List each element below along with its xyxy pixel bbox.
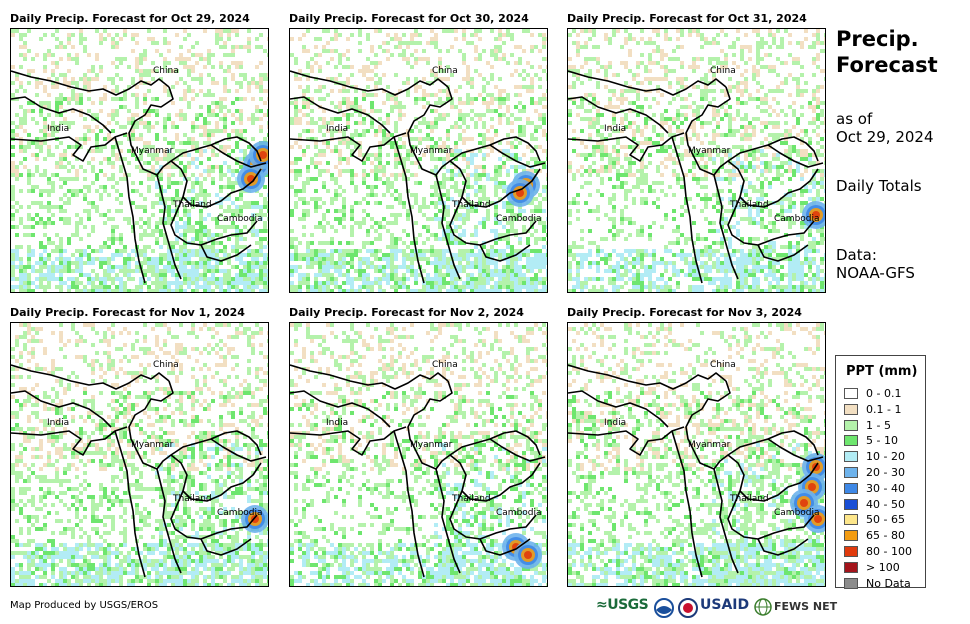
country-label-cambodia: Cambodia <box>496 214 542 224</box>
country-label-thailand: Thailand <box>451 200 491 210</box>
fews-globe <box>754 598 772 620</box>
noaa-logo <box>654 598 674 622</box>
legend-swatch <box>844 467 858 478</box>
legend-swatch <box>844 577 858 589</box>
legend-title: PPT (mm) <box>846 364 918 379</box>
country-label-myanmar: Myanmar <box>688 146 731 156</box>
legend-swatch <box>844 546 858 557</box>
legend-swatch <box>844 498 858 510</box>
precip-raster: China India Myanmar Thailand Cambodia <box>568 323 825 586</box>
legend-label: 0.1 - 1 <box>866 402 902 416</box>
legend-label: 65 - 80 <box>866 529 905 543</box>
panel-title-3: Daily Precip. Forecast for Oct 31, 2024 <box>567 12 807 25</box>
country-label-myanmar: Myanmar <box>131 440 174 450</box>
panel-title-2: Daily Precip. Forecast for Oct 30, 2024 <box>289 12 529 25</box>
usgs-logo: ≈USGS <box>596 597 649 613</box>
legend-label: 50 - 65 <box>866 513 905 527</box>
country-label-cambodia: Cambodia <box>496 508 542 518</box>
legend-swatch <box>844 435 858 447</box>
usaid-logo: USAID <box>700 597 750 613</box>
country-label-china: China <box>710 66 736 76</box>
fews-net-logo: FEWS NET <box>774 600 838 613</box>
as-of-label: as of <box>836 110 873 128</box>
country-label-india: India <box>326 418 348 428</box>
country-label-cambodia: Cambodia <box>774 508 820 518</box>
legend-swatch <box>844 514 858 526</box>
panel-title-1: Daily Precip. Forecast for Oct 29, 2024 <box>10 12 250 25</box>
as-of-date: Oct 29, 2024 <box>836 128 934 146</box>
daily-totals-label: Daily Totals <box>836 177 922 195</box>
country-label-thailand: Thailand <box>729 494 769 504</box>
legend-swatch <box>844 482 858 494</box>
usaid-seal <box>678 598 698 622</box>
country-label-thailand: Thailand <box>172 200 212 210</box>
country-label-india: India <box>47 418 69 428</box>
country-label-india: India <box>604 418 626 428</box>
globe-icon <box>754 598 772 616</box>
country-label-china: China <box>432 360 458 370</box>
legend-label: 1 - 5 <box>866 418 891 432</box>
forecast-map: China India Myanmar Thailand Cambodia <box>567 28 826 293</box>
forecast-map: China India Myanmar Thailand Cambodia <box>10 28 269 293</box>
country-label-myanmar: Myanmar <box>131 146 174 156</box>
country-label-cambodia: Cambodia <box>774 214 820 224</box>
data-label: Data: <box>836 246 877 264</box>
forecast-map: China India Myanmar Thailand Cambodia <box>567 322 826 587</box>
country-label-china: China <box>710 360 736 370</box>
country-label-thailand: Thailand <box>729 200 769 210</box>
precip-raster: China India Myanmar Thailand Cambodia <box>290 29 547 292</box>
data-source: NOAA-GFS <box>836 264 915 282</box>
side-title: Precip. Forecast <box>836 26 938 78</box>
country-label-china: China <box>153 360 179 370</box>
legend-label: 5 - 10 <box>866 434 898 448</box>
forecast-map: China India Myanmar Thailand Cambodia <box>289 322 548 587</box>
country-label-myanmar: Myanmar <box>410 146 453 156</box>
legend-swatch <box>844 419 858 431</box>
legend-swatch <box>844 451 858 463</box>
legend-label: 40 - 50 <box>866 497 905 511</box>
precip-raster: China India Myanmar Thailand Cambodia <box>290 323 547 586</box>
legend-label: 20 - 30 <box>866 466 905 479</box>
precip-raster: China India Myanmar Thailand Cambodia <box>568 29 825 292</box>
legend-label: 30 - 40 <box>866 481 905 495</box>
legend-swatch <box>844 530 858 542</box>
noaa-emblem-icon <box>654 598 674 618</box>
legend-label: > 100 <box>866 560 900 574</box>
forecast-map: China India Myanmar Thailand Cambodia <box>10 322 269 587</box>
country-label-india: India <box>47 124 69 134</box>
country-label-cambodia: Cambodia <box>217 508 263 518</box>
legend-swatch <box>844 388 858 399</box>
panel-title-4: Daily Precip. Forecast for Nov 1, 2024 <box>10 306 245 319</box>
legend: PPT (mm) 0 - 0.1 0.1 - 1 1 - 5 5 - 10 10 - 2… <box>835 355 926 590</box>
legend-swatch <box>844 403 858 415</box>
panel-title-5: Daily Precip. Forecast for Nov 2, 2024 <box>289 306 524 319</box>
legend-swatch <box>844 561 858 573</box>
country-label-cambodia: Cambodia <box>217 214 263 224</box>
side-title-line2: Forecast <box>836 53 938 77</box>
country-label-india: India <box>604 124 626 134</box>
precip-raster: China India Myanmar Thailand Cambodia <box>11 323 268 586</box>
forecast-map: China India Myanmar Thailand Cambodia <box>289 28 548 293</box>
country-label-myanmar: Myanmar <box>410 440 453 450</box>
country-label-myanmar: Myanmar <box>688 440 731 450</box>
country-label-thailand: Thailand <box>451 494 491 504</box>
legend-label: No Data <box>866 576 911 590</box>
map-credit: Map Produced by USGS/EROS <box>10 600 159 611</box>
country-label-india: India <box>326 124 348 134</box>
legend-label: 80 - 100 <box>866 545 912 558</box>
country-label-thailand: Thailand <box>172 494 212 504</box>
precip-raster: China India Myanmar Thailand Cambodia <box>11 29 268 292</box>
side-title-line1: Precip. <box>836 27 919 51</box>
country-label-china: China <box>432 66 458 76</box>
legend-label: 0 - 0.1 <box>866 387 902 400</box>
country-label-china: China <box>153 66 179 76</box>
legend-label: 10 - 20 <box>866 450 905 464</box>
panel-title-6: Daily Precip. Forecast for Nov 3, 2024 <box>567 306 802 319</box>
usaid-seal-icon <box>678 598 698 618</box>
